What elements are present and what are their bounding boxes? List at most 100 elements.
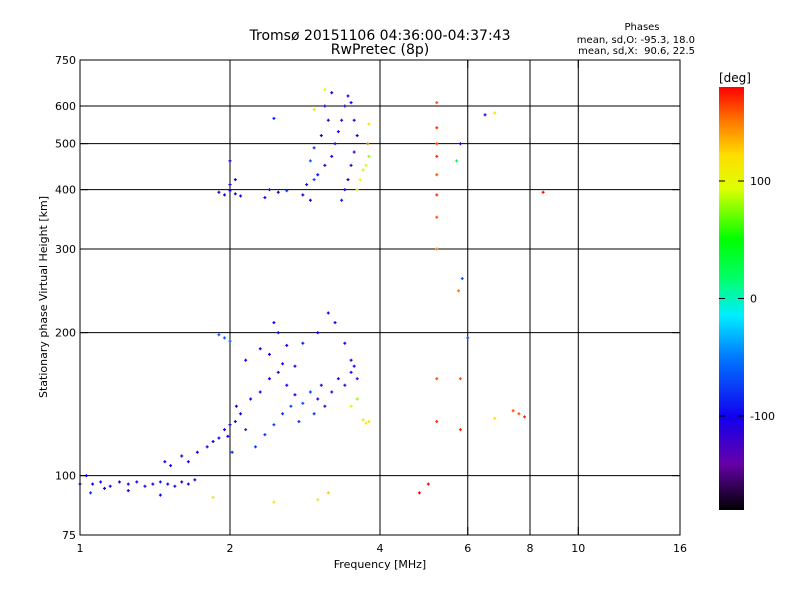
data-point xyxy=(267,377,271,381)
data-point xyxy=(211,495,215,499)
x-tick-label: 16 xyxy=(673,542,687,555)
data-point xyxy=(244,428,248,432)
data-point xyxy=(435,126,439,130)
data-point xyxy=(483,113,487,117)
data-point xyxy=(169,464,173,468)
data-point xyxy=(308,390,312,394)
data-point xyxy=(316,498,320,502)
data-point xyxy=(319,134,323,138)
data-point xyxy=(151,482,155,486)
data-point xyxy=(349,101,353,105)
data-point xyxy=(316,397,320,401)
data-point xyxy=(541,190,545,194)
data-point xyxy=(272,116,276,120)
data-point xyxy=(285,189,289,193)
data-point xyxy=(158,480,162,484)
data-point xyxy=(346,178,350,182)
data-point xyxy=(244,358,248,362)
y-tick-label: 200 xyxy=(55,327,76,340)
data-point xyxy=(193,478,197,482)
data-point xyxy=(367,122,371,126)
data-point xyxy=(435,154,439,158)
y-axis-label: Stationary phase Virtual Height [km] xyxy=(37,196,50,398)
data-point xyxy=(305,183,309,187)
data-point xyxy=(126,482,130,486)
data-point xyxy=(117,480,121,484)
data-point xyxy=(312,412,316,416)
data-point xyxy=(103,486,107,490)
data-point xyxy=(163,460,167,464)
data-point xyxy=(272,321,276,325)
data-point xyxy=(258,347,262,351)
data-point xyxy=(330,390,334,394)
data-point xyxy=(355,188,359,192)
data-point xyxy=(435,420,439,424)
data-point xyxy=(267,352,271,356)
data-point xyxy=(352,118,356,122)
data-point xyxy=(367,420,371,424)
x-axis-label: Frequency [MHz] xyxy=(334,558,426,571)
data-point xyxy=(195,450,199,454)
data-point xyxy=(319,383,323,387)
data-point xyxy=(276,190,280,194)
y-axis-ticks: 75 100 200 300 400 500 600 750 xyxy=(55,54,680,542)
data-point xyxy=(228,189,232,193)
x-tick-label: 10 xyxy=(571,542,585,555)
data-point xyxy=(367,154,371,158)
data-point xyxy=(285,343,289,347)
data-point xyxy=(272,500,276,504)
x-tick-label: 4 xyxy=(377,542,384,555)
data-point xyxy=(91,482,95,486)
y-tick-label: 500 xyxy=(55,138,76,151)
data-point xyxy=(297,420,301,424)
data-point xyxy=(466,336,470,340)
data-point xyxy=(333,321,337,325)
data-point xyxy=(253,445,257,449)
data-point xyxy=(435,142,439,146)
colorbar-tick-label: 0 xyxy=(750,293,757,306)
data-point xyxy=(355,377,359,381)
data-point xyxy=(308,198,312,202)
data-point xyxy=(230,450,234,454)
y-tick-label: 300 xyxy=(55,243,76,256)
colorbar-label: [deg] xyxy=(719,71,751,85)
data-point xyxy=(126,489,130,493)
data-point xyxy=(455,159,459,163)
data-point xyxy=(316,331,320,335)
data-point xyxy=(343,188,347,192)
data-point xyxy=(205,445,209,449)
data-point xyxy=(364,163,368,167)
data-point xyxy=(326,311,330,315)
data-point xyxy=(239,194,243,198)
x-tick-label: 8 xyxy=(527,542,534,555)
x-axis-ticks: 1 2 4 6 8 10 16 xyxy=(77,60,687,555)
data-point xyxy=(435,173,439,177)
data-point xyxy=(364,421,368,425)
data-point xyxy=(323,104,327,108)
data-point xyxy=(180,480,184,484)
data-point xyxy=(249,397,253,401)
data-point xyxy=(276,370,280,374)
data-point xyxy=(355,134,359,138)
data-point xyxy=(326,491,330,495)
y-tick-label: 600 xyxy=(55,100,76,113)
data-point xyxy=(312,107,316,111)
x-tick-label: 1 xyxy=(77,542,84,555)
data-point xyxy=(180,454,184,458)
data-point xyxy=(293,393,297,397)
data-point xyxy=(458,377,462,381)
data-point xyxy=(223,428,227,432)
data-point xyxy=(323,88,327,92)
data-points xyxy=(78,88,545,504)
chart-title: Tromsø 20151106 04:36:00-04:37:43 xyxy=(249,28,511,44)
data-point xyxy=(186,482,190,486)
data-point xyxy=(343,104,347,108)
data-point xyxy=(276,331,280,335)
data-point xyxy=(349,404,353,408)
data-point xyxy=(158,493,162,497)
colorbar: [deg] 100 0 -100 xyxy=(719,71,775,510)
data-point xyxy=(301,193,305,197)
data-point xyxy=(336,377,340,381)
data-point xyxy=(417,491,421,495)
